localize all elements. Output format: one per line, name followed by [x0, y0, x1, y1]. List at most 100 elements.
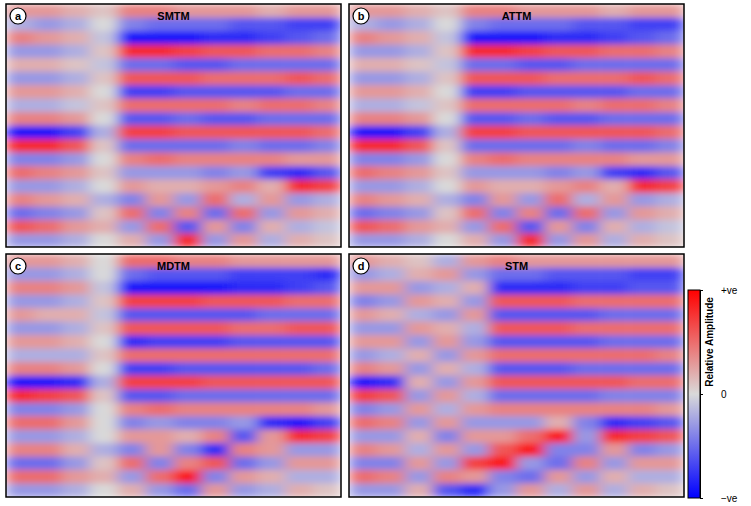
cell — [572, 139, 601, 153]
cell — [544, 295, 573, 309]
cell — [201, 85, 230, 99]
cell — [517, 335, 546, 349]
cell — [349, 362, 378, 376]
cell — [349, 484, 378, 498]
cell — [517, 470, 546, 484]
cell — [628, 207, 657, 221]
cell — [405, 112, 434, 126]
cell — [34, 126, 63, 140]
colorbar-tick-mark — [700, 498, 703, 499]
cell — [6, 281, 35, 295]
cell — [6, 45, 35, 59]
cell — [118, 4, 147, 18]
cell — [257, 295, 286, 309]
cell — [600, 457, 629, 471]
cell — [285, 268, 314, 282]
cell — [201, 254, 230, 268]
cell — [628, 268, 657, 282]
cell — [572, 308, 601, 322]
cell — [146, 430, 175, 444]
cell — [201, 484, 230, 498]
cell — [229, 335, 258, 349]
cell — [544, 254, 573, 268]
cell — [257, 126, 286, 140]
plot-area — [349, 254, 684, 497]
cell — [313, 220, 341, 234]
cell — [201, 99, 230, 113]
cell — [313, 126, 341, 140]
cell — [62, 234, 91, 248]
cell — [34, 45, 63, 59]
cell — [90, 484, 119, 498]
cell — [461, 430, 490, 444]
cell — [174, 180, 203, 194]
cell — [628, 335, 657, 349]
cell — [405, 322, 434, 336]
cell — [62, 4, 91, 18]
cell — [174, 430, 203, 444]
cell — [405, 58, 434, 72]
colorbar-title: Relative Amplitude — [704, 297, 715, 387]
colorbar-tick: 0 — [700, 389, 727, 400]
cell — [600, 58, 629, 72]
cell — [174, 322, 203, 336]
cell — [544, 362, 573, 376]
cell — [405, 31, 434, 45]
cell — [433, 335, 462, 349]
cell — [34, 457, 63, 471]
cell — [118, 349, 147, 363]
cell — [174, 389, 203, 403]
cell — [349, 99, 378, 113]
cell — [34, 403, 63, 417]
cell — [90, 207, 119, 221]
cell — [544, 484, 573, 498]
cell — [628, 85, 657, 99]
cell — [517, 85, 546, 99]
cell — [628, 18, 657, 32]
cell — [34, 470, 63, 484]
cell — [146, 376, 175, 390]
cell — [600, 153, 629, 167]
cell — [600, 349, 629, 363]
cell — [349, 207, 378, 221]
cell — [544, 166, 573, 180]
cell — [572, 99, 601, 113]
cell — [405, 234, 434, 248]
cell — [285, 457, 314, 471]
cell — [118, 416, 147, 430]
cell — [600, 112, 629, 126]
cell — [62, 403, 91, 417]
cell — [313, 139, 341, 153]
cell — [544, 281, 573, 295]
cell — [600, 389, 629, 403]
cell — [6, 220, 35, 234]
cell — [572, 376, 601, 390]
cell — [349, 335, 378, 349]
panel-letter: c — [15, 260, 21, 272]
colorbar-axis-line — [701, 291, 704, 499]
cell — [377, 126, 406, 140]
cell — [118, 58, 147, 72]
cell — [349, 416, 378, 430]
cell — [572, 112, 601, 126]
cell — [544, 193, 573, 207]
cell — [544, 180, 573, 194]
cell — [62, 139, 91, 153]
cell — [433, 234, 462, 248]
cell — [656, 220, 684, 234]
cell — [146, 281, 175, 295]
cell — [461, 153, 490, 167]
cell — [313, 376, 341, 390]
cell — [377, 58, 406, 72]
cell — [433, 207, 462, 221]
cell — [257, 389, 286, 403]
cell — [377, 281, 406, 295]
cell — [201, 457, 230, 471]
cell — [600, 322, 629, 336]
cell — [146, 166, 175, 180]
cell — [229, 234, 258, 248]
cell — [229, 31, 258, 45]
cell — [600, 403, 629, 417]
cell — [285, 254, 314, 268]
cell — [118, 153, 147, 167]
